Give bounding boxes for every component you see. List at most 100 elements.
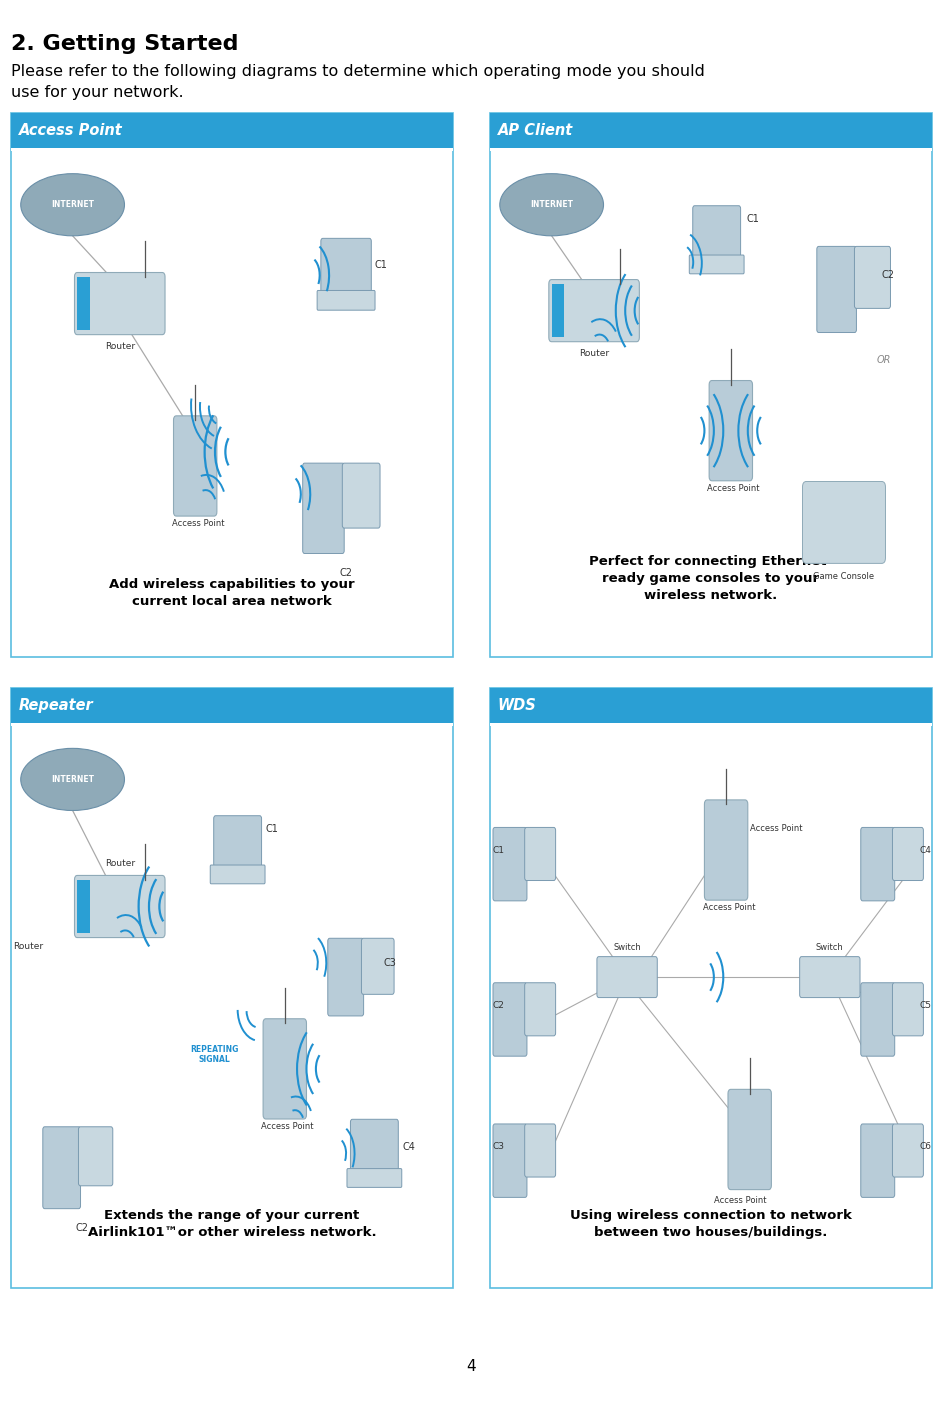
FancyBboxPatch shape (303, 463, 344, 554)
Text: Access Point: Access Point (714, 1196, 767, 1204)
Text: Router: Router (579, 349, 609, 357)
FancyBboxPatch shape (524, 827, 555, 881)
Text: C4: C4 (919, 846, 932, 854)
FancyBboxPatch shape (861, 1124, 895, 1197)
FancyBboxPatch shape (74, 875, 165, 938)
Bar (552, 284, 564, 337)
Bar (11, 113, 453, 148)
FancyBboxPatch shape (351, 1120, 398, 1171)
Bar (77, 277, 90, 330)
FancyBboxPatch shape (854, 246, 890, 308)
FancyBboxPatch shape (524, 983, 555, 1036)
FancyBboxPatch shape (802, 481, 885, 563)
Text: WDS: WDS (498, 698, 537, 713)
FancyBboxPatch shape (892, 983, 923, 1036)
FancyBboxPatch shape (490, 113, 932, 657)
Text: Access Point: Access Point (707, 483, 760, 493)
Text: Router: Router (105, 860, 135, 868)
Bar (490, 113, 932, 148)
Text: 4: 4 (467, 1360, 476, 1374)
FancyBboxPatch shape (78, 1127, 113, 1186)
FancyBboxPatch shape (493, 827, 527, 901)
Text: Access Point: Access Point (172, 518, 224, 528)
FancyBboxPatch shape (493, 1124, 527, 1197)
Text: Using wireless connection to network
between two houses/buildings.: Using wireless connection to network bet… (571, 1209, 852, 1240)
Ellipse shape (21, 748, 124, 810)
Text: C1: C1 (266, 823, 279, 834)
Text: C6: C6 (919, 1142, 932, 1151)
FancyBboxPatch shape (317, 291, 375, 311)
FancyBboxPatch shape (524, 1124, 555, 1178)
Text: Access Point: Access Point (703, 904, 755, 912)
Text: Perfect for connecting Ethernet-
ready game consoles to your
wireless network.: Perfect for connecting Ethernet- ready g… (589, 555, 833, 603)
Text: AP Client: AP Client (498, 123, 573, 138)
Text: 2. Getting Started: 2. Getting Started (11, 34, 239, 54)
FancyBboxPatch shape (42, 1127, 80, 1209)
FancyBboxPatch shape (817, 246, 856, 332)
FancyBboxPatch shape (709, 380, 753, 480)
Text: Repeater: Repeater (19, 698, 93, 713)
Text: Add wireless capabilities to your
current local area network: Add wireless capabilities to your curren… (109, 578, 355, 609)
FancyBboxPatch shape (347, 1169, 402, 1187)
FancyBboxPatch shape (892, 827, 923, 881)
Text: C2: C2 (492, 1001, 505, 1010)
Text: C2: C2 (882, 270, 895, 281)
FancyBboxPatch shape (342, 463, 380, 528)
FancyBboxPatch shape (597, 957, 657, 997)
FancyBboxPatch shape (263, 1019, 306, 1118)
FancyBboxPatch shape (361, 938, 394, 994)
Text: Access Point: Access Point (261, 1121, 314, 1131)
FancyBboxPatch shape (174, 415, 217, 515)
Text: C2: C2 (75, 1223, 89, 1233)
Text: C1: C1 (374, 260, 387, 270)
FancyBboxPatch shape (892, 1124, 923, 1178)
FancyBboxPatch shape (328, 939, 364, 1017)
Text: REPEATING
SIGNAL: REPEATING SIGNAL (190, 1045, 239, 1065)
Text: C5: C5 (919, 1001, 932, 1010)
Text: C3: C3 (492, 1142, 505, 1151)
FancyBboxPatch shape (321, 239, 372, 292)
Text: Game Console: Game Console (814, 572, 874, 580)
Ellipse shape (21, 174, 124, 236)
FancyBboxPatch shape (689, 256, 744, 274)
FancyBboxPatch shape (704, 799, 748, 901)
Text: Please refer to the following diagrams to determine which operating mode you sho: Please refer to the following diagrams t… (11, 64, 705, 79)
Text: C1: C1 (747, 213, 760, 225)
Text: INTERNET: INTERNET (51, 201, 94, 209)
Bar (490, 148, 932, 151)
Text: C1: C1 (492, 846, 505, 854)
Text: OR: OR (877, 354, 891, 366)
Text: use for your network.: use for your network. (11, 85, 184, 100)
FancyBboxPatch shape (490, 688, 932, 1288)
Bar (490, 723, 932, 726)
FancyBboxPatch shape (728, 1090, 771, 1189)
Text: Switch: Switch (613, 943, 641, 952)
FancyBboxPatch shape (210, 866, 265, 884)
Text: Switch: Switch (816, 943, 844, 952)
FancyBboxPatch shape (214, 816, 261, 867)
Bar (490, 688, 932, 723)
Bar (11, 148, 453, 151)
Text: Router: Router (105, 342, 135, 350)
Text: INTERNET: INTERNET (530, 201, 573, 209)
Text: Extends the range of your current
Airlink101™or other wireless network.: Extends the range of your current Airlin… (88, 1209, 376, 1240)
Text: C4: C4 (403, 1141, 416, 1152)
FancyBboxPatch shape (861, 983, 895, 1056)
FancyBboxPatch shape (800, 957, 860, 997)
Text: INTERNET: INTERNET (51, 775, 94, 784)
FancyBboxPatch shape (493, 983, 527, 1056)
FancyBboxPatch shape (693, 206, 740, 257)
FancyBboxPatch shape (74, 273, 165, 335)
FancyBboxPatch shape (11, 688, 453, 1288)
Ellipse shape (500, 174, 604, 236)
Bar (11, 688, 453, 723)
Text: C2: C2 (339, 568, 353, 578)
Bar (11, 723, 453, 726)
Text: Router: Router (13, 942, 43, 950)
Text: Access Point: Access Point (750, 825, 802, 833)
Text: Access Point: Access Point (19, 123, 123, 138)
FancyBboxPatch shape (549, 280, 639, 342)
Bar (77, 880, 90, 933)
FancyBboxPatch shape (861, 827, 895, 901)
Text: C3: C3 (384, 957, 397, 969)
